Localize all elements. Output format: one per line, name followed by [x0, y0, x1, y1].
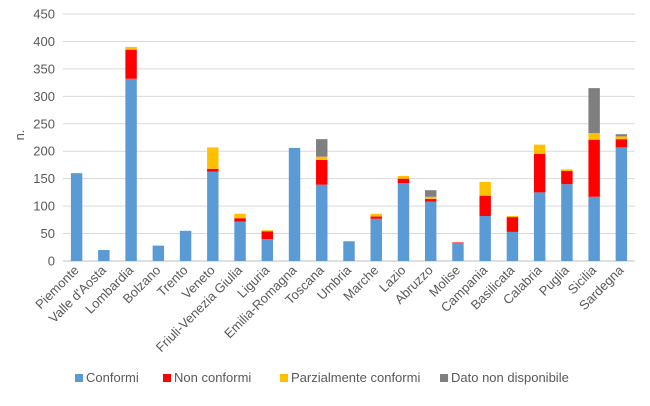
bar-segment	[370, 218, 382, 261]
bar-segment	[588, 139, 600, 197]
bar-segment	[588, 196, 600, 261]
legend-swatch	[440, 374, 448, 382]
bar-segment	[506, 215, 519, 218]
y-tick-label: 0	[48, 254, 55, 269]
bar-segment	[152, 245, 165, 261]
y-tick-label: 100	[33, 199, 55, 214]
y-tick-label: 50	[41, 226, 55, 241]
bar-segment	[479, 195, 491, 216]
y-tick-label: 150	[33, 171, 55, 186]
bar-segment	[179, 230, 192, 261]
bar-segment	[207, 171, 219, 261]
bar-segment	[234, 221, 246, 261]
bar-segment	[234, 218, 246, 222]
bar-segment	[370, 213, 382, 217]
bar-segment	[125, 46, 137, 50]
y-tick-label: 300	[33, 89, 55, 104]
bar-segment	[588, 133, 600, 140]
bar-segment	[615, 139, 628, 148]
bar-segment	[424, 196, 437, 199]
bar-segment	[561, 169, 573, 171]
y-axis-label: n.	[12, 130, 27, 141]
bar-segment	[615, 136, 628, 140]
bar-segment	[70, 173, 83, 261]
bar-segment	[343, 241, 355, 261]
bar-segment	[316, 160, 328, 185]
bar-segment	[316, 139, 328, 157]
legend-label: Non conformi	[174, 370, 251, 385]
legend: Conformi Non conformi Parzialmente conform…	[75, 370, 569, 385]
bar-segment	[533, 144, 546, 154]
legend-label: Conformi	[86, 370, 139, 385]
bar-segment	[125, 78, 137, 261]
gridlines	[63, 13, 635, 262]
bar-segment	[452, 242, 464, 243]
bar-segment	[370, 216, 382, 219]
y-axis-ticks: 0 50 100 150 200 250 300 350 400 450	[33, 7, 55, 269]
legend-swatch	[163, 374, 171, 382]
bar-segment	[615, 147, 628, 261]
y-tick-label: 350	[33, 61, 55, 76]
y-tick-label: 400	[33, 34, 55, 49]
bar-segment	[261, 231, 274, 240]
bar-segment	[424, 190, 437, 197]
bar-segment	[479, 215, 491, 261]
bar-segment	[479, 181, 491, 196]
bar-segment	[424, 201, 437, 261]
bar-segment	[316, 184, 328, 261]
legend-label: Dato non disponibile	[451, 370, 569, 385]
legend-label: Parzialmente conformi	[291, 370, 420, 385]
bar-segment	[207, 147, 219, 169]
bar-segment	[506, 217, 519, 232]
bar-segment	[261, 239, 274, 261]
bar-segment	[615, 134, 628, 137]
bar-segment	[561, 184, 573, 261]
bar-segment	[397, 183, 410, 261]
bar-segment	[533, 153, 546, 193]
bar-segment	[588, 88, 600, 134]
bar-segment	[98, 250, 110, 261]
bar-segment	[424, 198, 437, 202]
bar-segment	[397, 178, 410, 184]
bar-segment	[288, 147, 301, 261]
bar-segment	[316, 156, 328, 161]
bar-segment	[261, 230, 274, 232]
bar-segment	[234, 213, 246, 219]
legend-swatch	[75, 374, 83, 382]
legend-swatch	[280, 374, 288, 382]
y-tick-label: 200	[33, 144, 55, 159]
bar-segment	[207, 168, 219, 172]
bar-segment	[125, 49, 137, 79]
x-tick-label: Puglia	[536, 262, 573, 299]
bar-segment	[452, 242, 464, 261]
bars	[70, 46, 628, 261]
bar-segment	[561, 170, 573, 185]
y-tick-label: 250	[33, 116, 55, 131]
y-tick-label: 450	[33, 7, 55, 22]
bar-segment	[397, 175, 410, 179]
bar-segment	[533, 192, 546, 261]
bar-segment	[506, 231, 519, 261]
